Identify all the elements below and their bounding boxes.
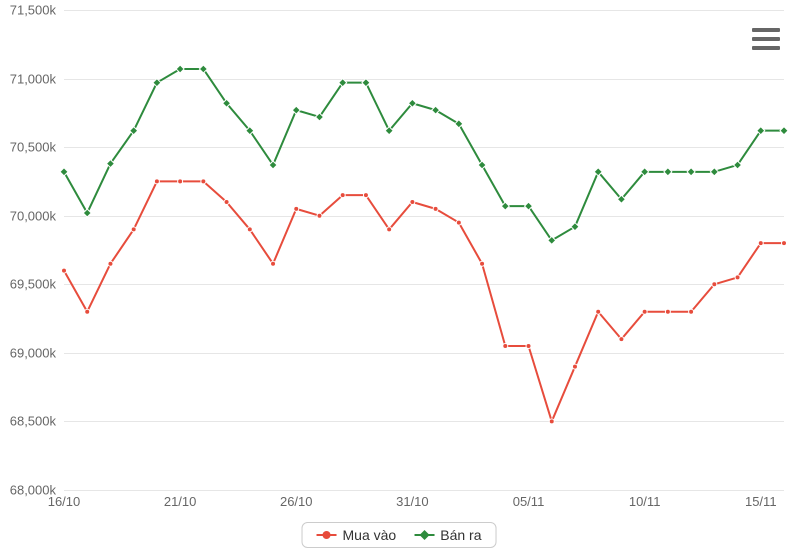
series-marker[interactable] xyxy=(292,106,300,114)
y-axis-label: 71,500k xyxy=(10,3,56,18)
legend-item[interactable]: Bán ra xyxy=(414,527,481,543)
series-marker[interactable] xyxy=(60,168,68,176)
chart-svg xyxy=(64,10,784,490)
y-axis-label: 68,500k xyxy=(10,414,56,429)
line-chart: 68,000k68,500k69,000k69,500k70,000k70,50… xyxy=(0,0,798,557)
series-line-0 xyxy=(64,181,784,421)
series-marker[interactable] xyxy=(85,309,90,314)
x-axis-label: 16/10 xyxy=(48,494,81,509)
legend-label: Mua vào xyxy=(343,527,397,543)
legend-swatch xyxy=(414,529,434,541)
series-marker[interactable] xyxy=(526,344,531,349)
series-marker[interactable] xyxy=(758,241,763,246)
series-marker[interactable] xyxy=(131,227,136,232)
series-marker[interactable] xyxy=(362,79,370,87)
series-marker[interactable] xyxy=(572,364,577,369)
series-marker[interactable] xyxy=(687,168,695,176)
x-axis-label: 31/10 xyxy=(396,494,429,509)
legend-item[interactable]: Mua vào xyxy=(317,527,397,543)
series-marker[interactable] xyxy=(642,309,647,314)
series-marker[interactable] xyxy=(271,261,276,266)
series-marker[interactable] xyxy=(501,202,509,210)
y-axis-label: 69,000k xyxy=(10,345,56,360)
series-marker[interactable] xyxy=(712,282,717,287)
x-axis-label: 26/10 xyxy=(280,494,313,509)
chart-legend: Mua vào Bán ra xyxy=(302,522,497,548)
series-marker[interactable] xyxy=(224,200,229,205)
series-marker[interactable] xyxy=(549,419,554,424)
series-marker[interactable] xyxy=(62,268,67,273)
series-marker[interactable] xyxy=(596,309,601,314)
series-marker[interactable] xyxy=(665,309,670,314)
x-axis-label: 15/11 xyxy=(745,494,777,509)
series-marker[interactable] xyxy=(780,127,788,135)
series-marker[interactable] xyxy=(664,168,672,176)
series-marker[interactable] xyxy=(619,337,624,342)
legend-label: Bán ra xyxy=(440,527,481,543)
series-marker[interactable] xyxy=(178,179,183,184)
series-marker[interactable] xyxy=(480,261,485,266)
series-marker[interactable] xyxy=(108,261,113,266)
series-marker[interactable] xyxy=(294,206,299,211)
x-axis-label: 21/10 xyxy=(164,494,197,509)
series-marker[interactable] xyxy=(363,193,368,198)
series-marker[interactable] xyxy=(782,241,787,246)
series-marker[interactable] xyxy=(689,309,694,314)
series-marker[interactable] xyxy=(154,179,159,184)
series-marker[interactable] xyxy=(478,161,486,169)
series-line-1 xyxy=(64,69,784,240)
series-marker[interactable] xyxy=(83,209,91,217)
series-marker[interactable] xyxy=(247,227,252,232)
series-marker[interactable] xyxy=(340,193,345,198)
series-marker[interactable] xyxy=(387,227,392,232)
series-marker[interactable] xyxy=(710,168,718,176)
series-marker[interactable] xyxy=(410,200,415,205)
series-marker[interactable] xyxy=(201,179,206,184)
series-marker[interactable] xyxy=(456,220,461,225)
y-axis-label: 71,000k xyxy=(10,71,56,86)
gridline xyxy=(64,490,784,491)
series-marker[interactable] xyxy=(735,275,740,280)
y-axis-label: 70,500k xyxy=(10,140,56,155)
series-marker[interactable] xyxy=(503,344,508,349)
y-axis-label: 69,500k xyxy=(10,277,56,292)
plot-area: 68,000k68,500k69,000k69,500k70,000k70,50… xyxy=(64,10,784,490)
series-marker[interactable] xyxy=(317,213,322,218)
x-axis-label: 05/11 xyxy=(513,494,545,509)
y-axis-label: 70,000k xyxy=(10,208,56,223)
series-marker[interactable] xyxy=(433,206,438,211)
legend-swatch xyxy=(317,529,337,541)
x-axis-label: 10/11 xyxy=(629,494,661,509)
